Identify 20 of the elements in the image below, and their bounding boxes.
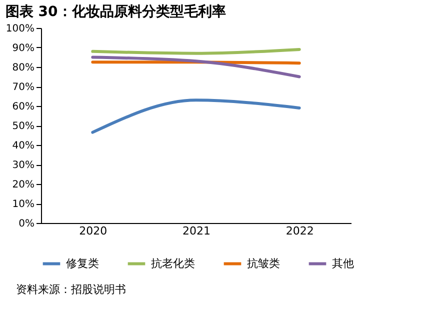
y-tick-label: 0% — [18, 218, 34, 230]
text: 资料来源：招股说明书 — [16, 283, 126, 296]
y-tick-label: 90% — [12, 43, 34, 54]
y-tick-label: 60% — [12, 102, 34, 112]
legend-label: 抗皱类 — [247, 256, 280, 270]
x-tick-label: 2020 — [79, 224, 108, 238]
y-tick-label: 30% — [12, 160, 34, 171]
y-tick-label: 80% — [12, 62, 34, 74]
x-tick-label: 2022 — [286, 224, 314, 238]
y-tick-label: 50% — [12, 121, 34, 132]
chart-title: 图表 30：化妆品原料分类型毛利率 — [5, 3, 226, 20]
legend-label: 其他 — [332, 256, 354, 270]
y-tick-label: 100% — [6, 24, 34, 34]
legend-label: 抗老化类 — [151, 256, 195, 270]
x-tick-label: 2021 — [182, 224, 210, 238]
legend-label: 修复类 — [66, 256, 99, 270]
y-tick-label: 10% — [12, 199, 34, 210]
y-tick-label: 20% — [12, 180, 34, 190]
y-tick-label: 40% — [12, 140, 34, 152]
y-tick-label: 70% — [12, 82, 34, 93]
